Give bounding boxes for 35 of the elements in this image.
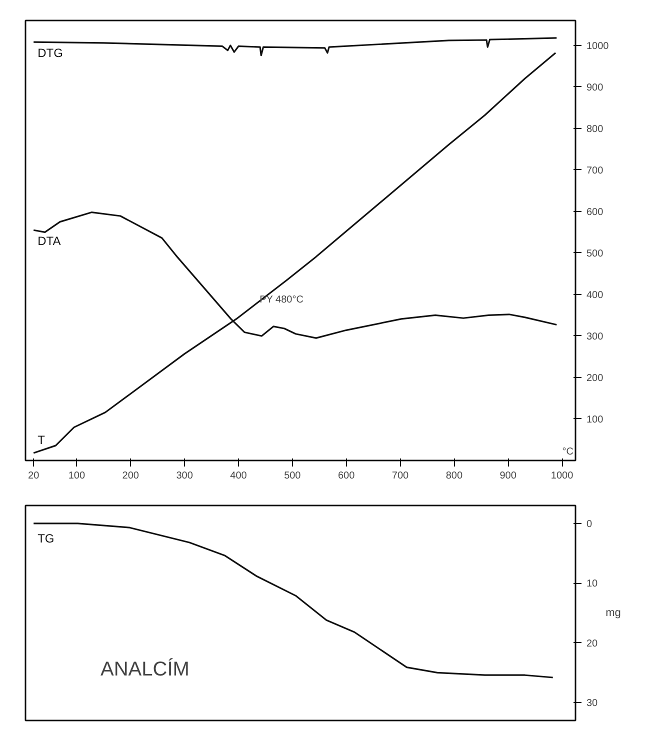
y-tick-label: 900 xyxy=(586,82,604,94)
y-tick-label: 0 xyxy=(586,518,592,530)
x-tick-label: 100 xyxy=(68,470,86,482)
y-tick-label: 100 xyxy=(586,414,604,426)
y-tick-label: 400 xyxy=(586,290,604,301)
x-tick-label: 1000 xyxy=(550,470,574,482)
x-tick-label: 300 xyxy=(176,470,194,482)
line-series xyxy=(32,522,554,678)
y-tick-label: 30 xyxy=(586,698,598,710)
y-tick-label: 300 xyxy=(586,331,604,342)
y-tick-label: 20 xyxy=(586,638,598,650)
y-tick-label: 200 xyxy=(586,372,604,384)
series-label: DTG xyxy=(38,46,63,60)
y-tick-label: 700 xyxy=(586,165,604,176)
y-axis-title: mg xyxy=(606,607,621,619)
x-axis-title: °C xyxy=(562,446,574,458)
x-tick-label: 20 xyxy=(28,470,40,482)
x-tick-label: 500 xyxy=(284,470,302,482)
y-tick-label: 10 xyxy=(586,578,598,590)
x-tick-label: 400 xyxy=(230,470,248,482)
annotation: PY 480°C xyxy=(260,294,304,306)
x-tick-label: 200 xyxy=(122,470,140,482)
y-tick-label: 500 xyxy=(586,248,604,260)
annotation: ANALCÍM xyxy=(100,658,190,680)
y-tick-label: 600 xyxy=(586,206,604,218)
y-tick-label: 800 xyxy=(586,124,604,135)
x-tick-label: 800 xyxy=(446,470,463,482)
x-tick-label: 900 xyxy=(500,470,517,482)
line-series xyxy=(32,37,558,56)
series-label: T xyxy=(38,433,46,448)
x-tick-label: 600 xyxy=(338,470,356,482)
y-tick-label: 1000 xyxy=(586,40,610,52)
series-label: DTA xyxy=(38,234,61,248)
series-label: TG xyxy=(38,531,54,546)
x-tick-label: 700 xyxy=(392,470,410,482)
